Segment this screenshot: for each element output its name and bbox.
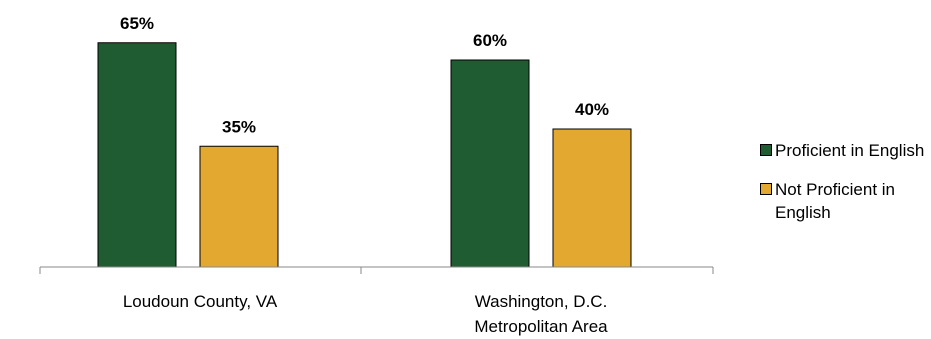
category-label-1: Metropolitan Area — [474, 317, 608, 336]
legend-item-proficient: Proficient in English — [760, 139, 925, 162]
bar-not-proficient-1 — [552, 128, 632, 268]
bar-chart: 65% 35% 60% 40% Loudoun County, VA Washingto… — [39, 14, 714, 336]
value-label-not-proficient-0: 35% — [222, 117, 256, 136]
bars-group — [97, 42, 632, 268]
category-label-0: Loudoun County, VA — [123, 292, 278, 311]
legend: Proficient in English Not Proficient in … — [760, 139, 925, 240]
category-label-1: Washington, D.C. — [475, 292, 608, 311]
bar-not-proficient-0 — [199, 145, 279, 268]
value-label-proficient-1: 60% — [473, 31, 507, 50]
category-labels-group: Loudoun County, VA Washington, D.C. Metrop… — [123, 292, 608, 336]
bar-proficient-1 — [450, 59, 530, 268]
legend-label-not-proficient: Not Proficient in English — [775, 180, 895, 222]
value-label-not-proficient-1: 40% — [575, 100, 609, 119]
bar-proficient-0 — [97, 42, 177, 268]
legend-swatch-proficient — [760, 144, 772, 156]
legend-label-proficient: Proficient in English — [775, 141, 925, 160]
value-labels-group: 65% 35% 60% 40% — [120, 14, 609, 137]
legend-item-not-proficient: Not Proficient in English — [760, 178, 925, 224]
value-label-proficient-0: 65% — [120, 14, 154, 33]
legend-swatch-not-proficient — [760, 183, 772, 195]
